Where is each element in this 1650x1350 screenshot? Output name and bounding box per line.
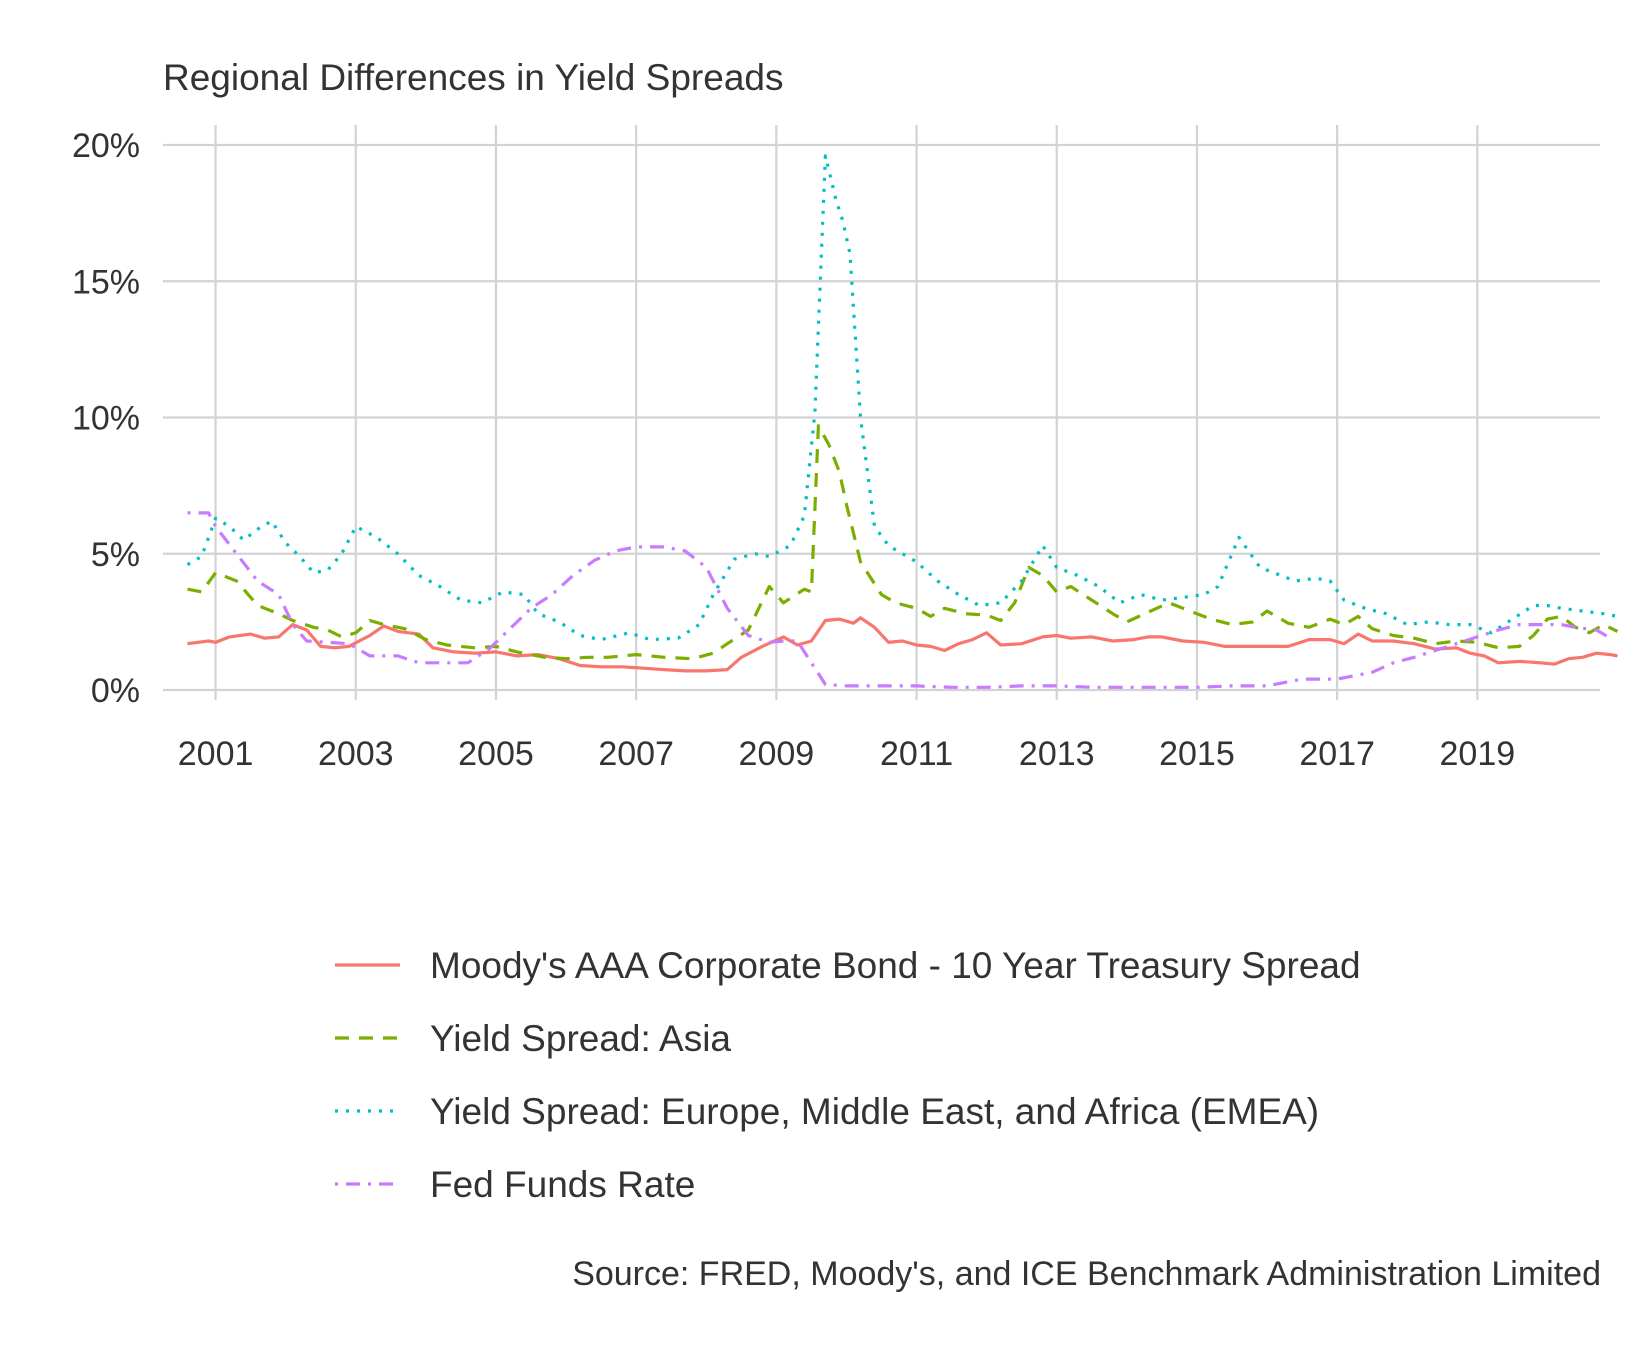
series-line-1 [187,616,1618,673]
x-tick-label: 2009 [739,735,815,773]
legend-label-1: Moody's AAA Corporate Bond - 10 Year Tre… [430,945,1361,986]
y-tick-label: 20% [72,127,140,165]
x-axis-ticks: 2001 2003 2005 2007 2009 2011 2013 2015 2017 2019 [178,735,1515,773]
y-axis-ticks: 0% 5% 10% 15% 20% [72,127,140,710]
x-tick-label: 2013 [1019,735,1095,773]
x-tick-label: 2005 [458,735,534,773]
legend-label-2: Yield Spread: Asia [430,1018,731,1059]
series-line-4 [187,511,1612,689]
grid [163,125,1600,700]
legend-label-3: Yield Spread: Europe, Middle East, and A… [430,1091,1319,1132]
legend-label-4: Fed Funds Rate [430,1164,695,1205]
y-tick-label: 15% [72,263,140,301]
x-tick-label: 2011 [880,735,953,773]
x-tick-label: 2007 [598,735,674,773]
x-tick-label: 2019 [1440,735,1516,773]
y-tick-label: 10% [72,400,140,438]
legend: Moody's AAA Corporate Bond - 10 Year Tre… [335,945,1361,1205]
series-line-3 [186,154,1618,642]
x-tick-label: 2003 [318,735,394,773]
x-tick-label: 2001 [178,735,254,773]
chart-caption: Source: FRED, Moody's, and ICE Benchmark… [572,1255,1601,1293]
x-tick-label: 2015 [1159,735,1235,773]
y-tick-label: 5% [91,536,140,574]
y-tick-label: 0% [91,672,140,710]
x-tick-label: 2017 [1299,735,1375,773]
chart-title: Regional Differences in Yield Spreads [163,57,783,98]
series-lines [186,154,1619,689]
